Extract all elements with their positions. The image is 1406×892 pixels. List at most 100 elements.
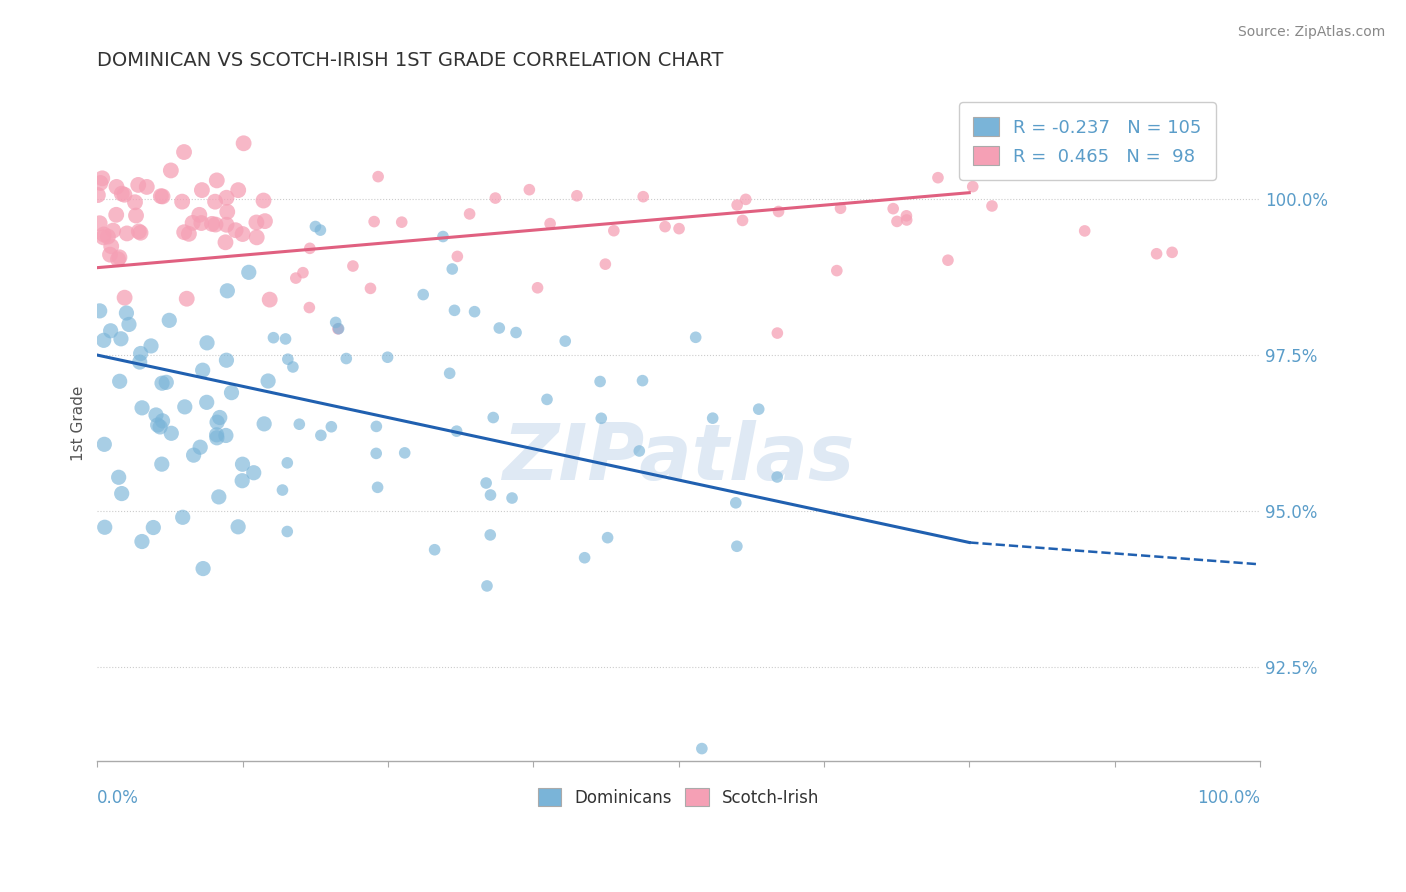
Point xyxy=(146,417,169,432)
Point xyxy=(394,446,416,460)
Point xyxy=(205,431,228,445)
Point xyxy=(702,411,724,425)
Point xyxy=(114,291,136,305)
Point xyxy=(93,334,115,348)
Point xyxy=(748,402,770,417)
Point xyxy=(288,417,311,432)
Point xyxy=(172,194,194,209)
Point xyxy=(271,483,294,497)
Point xyxy=(242,466,264,480)
Point xyxy=(328,321,350,335)
Point xyxy=(127,178,149,192)
Point xyxy=(225,223,247,237)
Point xyxy=(157,313,180,327)
Point xyxy=(221,385,243,400)
Point xyxy=(830,201,852,215)
Point xyxy=(183,448,205,462)
Point xyxy=(125,209,148,223)
Point xyxy=(479,528,502,542)
Point xyxy=(1182,168,1205,182)
Point xyxy=(309,223,332,237)
Point xyxy=(173,145,195,159)
Point xyxy=(631,189,654,203)
Point xyxy=(1161,245,1184,260)
Point xyxy=(205,427,228,442)
Point xyxy=(927,170,949,185)
Point xyxy=(366,446,388,460)
Point xyxy=(886,214,908,228)
Point xyxy=(304,219,326,234)
Point xyxy=(149,420,172,434)
Point xyxy=(177,227,200,241)
Point xyxy=(1112,148,1135,162)
Point xyxy=(482,410,505,425)
Point xyxy=(135,180,157,194)
Point xyxy=(190,216,212,230)
Point xyxy=(89,216,111,230)
Point xyxy=(188,440,211,454)
Point xyxy=(284,271,307,285)
Point xyxy=(215,428,238,442)
Point xyxy=(100,239,122,253)
Point xyxy=(725,198,748,212)
Point xyxy=(446,249,468,263)
Point xyxy=(124,195,146,210)
Point xyxy=(412,287,434,301)
Legend: Dominicans, Scotch-Irish: Dominicans, Scotch-Irish xyxy=(531,781,827,814)
Point xyxy=(962,179,984,194)
Point xyxy=(98,247,121,261)
Point xyxy=(215,191,238,205)
Point xyxy=(464,304,486,318)
Point xyxy=(724,496,747,510)
Point xyxy=(160,426,183,441)
Point xyxy=(173,400,195,414)
Point xyxy=(488,321,510,335)
Point xyxy=(628,444,651,458)
Point xyxy=(149,189,172,203)
Point xyxy=(309,428,332,442)
Point xyxy=(554,334,576,348)
Point xyxy=(176,292,198,306)
Point xyxy=(325,315,347,329)
Point xyxy=(195,335,218,350)
Point xyxy=(484,191,506,205)
Point xyxy=(191,183,214,197)
Point xyxy=(326,322,349,336)
Point xyxy=(108,250,131,264)
Point xyxy=(685,330,707,344)
Point xyxy=(366,419,388,434)
Point xyxy=(101,224,124,238)
Point xyxy=(150,457,173,471)
Text: ZIPatlas: ZIPatlas xyxy=(502,419,855,496)
Point xyxy=(188,208,211,222)
Point xyxy=(731,213,754,227)
Point xyxy=(150,376,173,391)
Point xyxy=(517,183,540,197)
Point xyxy=(936,253,959,268)
Point xyxy=(536,392,558,407)
Point xyxy=(128,355,150,369)
Point xyxy=(201,217,224,231)
Point xyxy=(204,194,226,209)
Point xyxy=(105,208,128,222)
Point xyxy=(277,352,299,367)
Point xyxy=(505,326,527,340)
Point xyxy=(253,214,276,228)
Point xyxy=(93,520,115,534)
Point xyxy=(766,326,789,340)
Point xyxy=(204,218,226,232)
Point xyxy=(1004,159,1026,173)
Point xyxy=(439,366,461,380)
Point xyxy=(734,193,756,207)
Point xyxy=(596,531,619,545)
Point xyxy=(1073,224,1095,238)
Point xyxy=(226,183,249,197)
Point xyxy=(446,424,468,438)
Point xyxy=(205,173,228,187)
Point xyxy=(574,550,596,565)
Point xyxy=(262,331,284,345)
Point xyxy=(195,395,218,409)
Point xyxy=(1146,246,1168,260)
Point xyxy=(139,339,162,353)
Point xyxy=(142,520,165,534)
